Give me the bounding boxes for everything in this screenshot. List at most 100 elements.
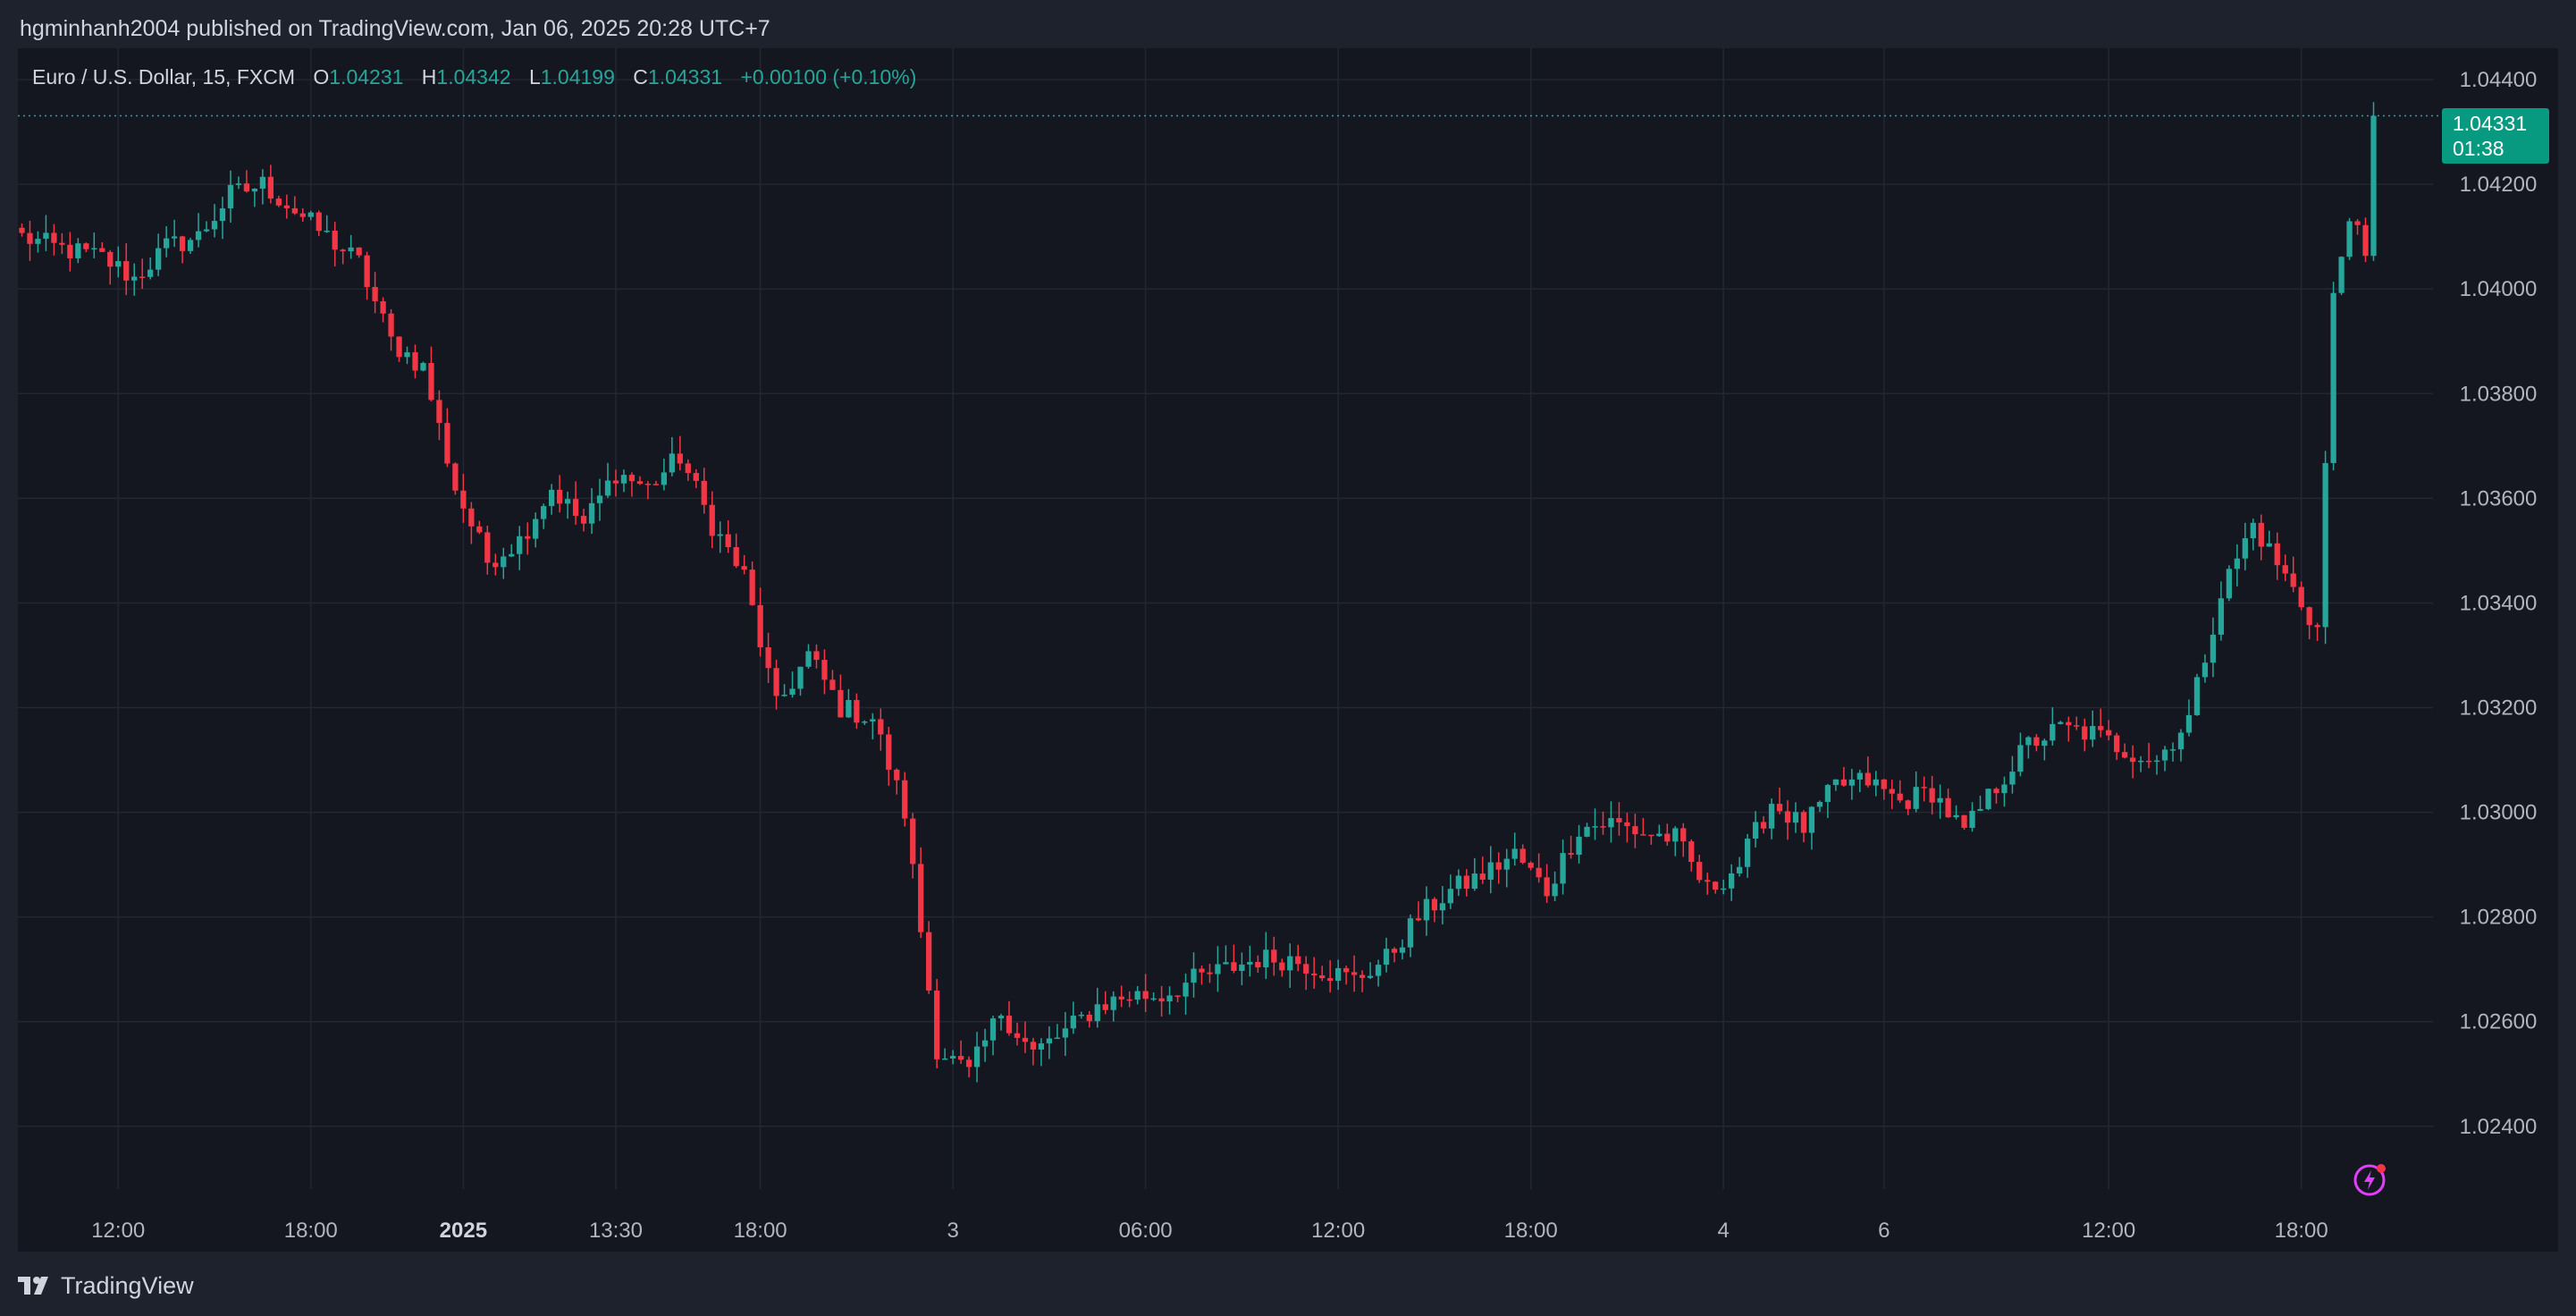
price-tick-label: 1.03600: [2460, 486, 2538, 510]
candle-down: [1431, 898, 1438, 911]
candle-up: [596, 495, 603, 503]
candle-up: [1455, 875, 1461, 890]
bar-countdown: 01:38: [2453, 137, 2504, 160]
candle-up: [2193, 677, 2201, 715]
candle-down: [644, 483, 652, 485]
candle-down: [525, 536, 531, 539]
candle-up: [1656, 833, 1663, 837]
high-value: 1.04342: [436, 65, 511, 89]
candle-up: [1367, 975, 1374, 978]
low-value: 1.04199: [540, 65, 615, 89]
candle-up: [1239, 964, 1245, 971]
price-tick-label: 1.04400: [2460, 68, 2538, 92]
footer-brand[interactable]: TradingView: [18, 1268, 194, 1303]
candle-up: [1824, 785, 1831, 802]
candle-down: [332, 231, 338, 250]
candle-up: [1985, 789, 1991, 809]
time-tick-label: 12:00: [2082, 1219, 2135, 1243]
candle-down: [1102, 1004, 1108, 1010]
candle-down: [476, 526, 483, 533]
time-axis: 12:00 18:00 2025 13:30 18:00 3 06:00 12:00 18:00…: [91, 1219, 2328, 1243]
candle-down: [2274, 543, 2280, 566]
candle-down: [926, 932, 932, 991]
candle-up: [846, 699, 852, 718]
candle-down: [2114, 735, 2120, 753]
candle-down: [452, 463, 459, 491]
candle-down: [1319, 974, 1326, 979]
candle-down: [1359, 974, 1366, 978]
candle-up: [1062, 1028, 1068, 1038]
candle-down: [1865, 772, 1871, 786]
candle-up: [1608, 818, 1614, 828]
candle-up: [1335, 967, 1342, 982]
candle-down: [1905, 800, 1911, 809]
candle-up: [2250, 522, 2256, 539]
candle-down: [468, 508, 475, 527]
candle-down: [2282, 565, 2288, 574]
candle-down: [1881, 779, 1887, 789]
candle-up: [942, 1058, 948, 1060]
candle-down: [1479, 873, 1486, 880]
open-value: 1.04231: [329, 65, 404, 89]
candle-up: [509, 553, 515, 557]
candle-up: [1439, 903, 1446, 911]
lightning-bolt-icon[interactable]: [2353, 1162, 2387, 1196]
candle-up: [227, 184, 234, 209]
candle-up: [949, 1056, 956, 1059]
candle-down: [2074, 725, 2080, 727]
candle-down: [1632, 826, 1638, 835]
candle-down: [628, 475, 636, 482]
candle-down: [1391, 949, 1398, 953]
candle-up: [797, 666, 804, 689]
candle-up: [1423, 898, 1430, 921]
candle-down: [934, 990, 940, 1059]
candle-up: [2050, 723, 2056, 741]
candle-down: [2066, 721, 2072, 726]
candle-up: [1078, 1014, 1084, 1017]
candle-down: [556, 489, 563, 504]
candle-up: [549, 489, 555, 507]
candle-down: [83, 243, 89, 249]
candle-down: [733, 546, 739, 567]
candle-down: [1199, 968, 1205, 973]
candle-down: [436, 400, 442, 424]
candle-down: [356, 247, 362, 256]
candle-up: [1375, 965, 1382, 976]
candle-down: [693, 473, 699, 481]
price-tick-label: 1.02800: [2460, 906, 2538, 930]
candle-up: [1873, 779, 1879, 786]
grid-lines: [18, 48, 2433, 1189]
candle-up: [1792, 812, 1799, 823]
candle-down: [580, 515, 587, 524]
candle-down: [316, 212, 322, 232]
candle-up: [989, 1018, 997, 1041]
candle-up: [862, 721, 868, 723]
candle-down: [725, 534, 731, 547]
candle-up: [564, 499, 571, 504]
candle-up: [2153, 760, 2160, 763]
candle-up: [1816, 801, 1823, 807]
candle-down: [412, 352, 418, 371]
candle-down: [1800, 812, 1807, 833]
candle-down: [765, 647, 771, 669]
high-label: H: [421, 65, 437, 89]
chart-panel[interactable]: [18, 48, 2558, 1252]
time-tick-label: 3: [947, 1219, 958, 1243]
candle-up: [870, 719, 876, 722]
candle-up: [1110, 996, 1116, 1010]
candle-down: [677, 453, 683, 464]
candle-up: [1969, 810, 1975, 828]
close-label: C: [633, 65, 648, 89]
candle-down: [1961, 814, 1967, 828]
candle-up: [541, 506, 547, 519]
candle-down: [59, 242, 65, 245]
candle-up: [2009, 772, 2016, 785]
candle-up: [1166, 995, 1173, 1002]
candle-up: [2001, 784, 2008, 794]
candle-up: [147, 269, 154, 277]
candle-up: [43, 232, 49, 240]
candle-down: [965, 1059, 972, 1067]
candle-down: [340, 249, 346, 252]
candle-up: [2226, 569, 2233, 599]
